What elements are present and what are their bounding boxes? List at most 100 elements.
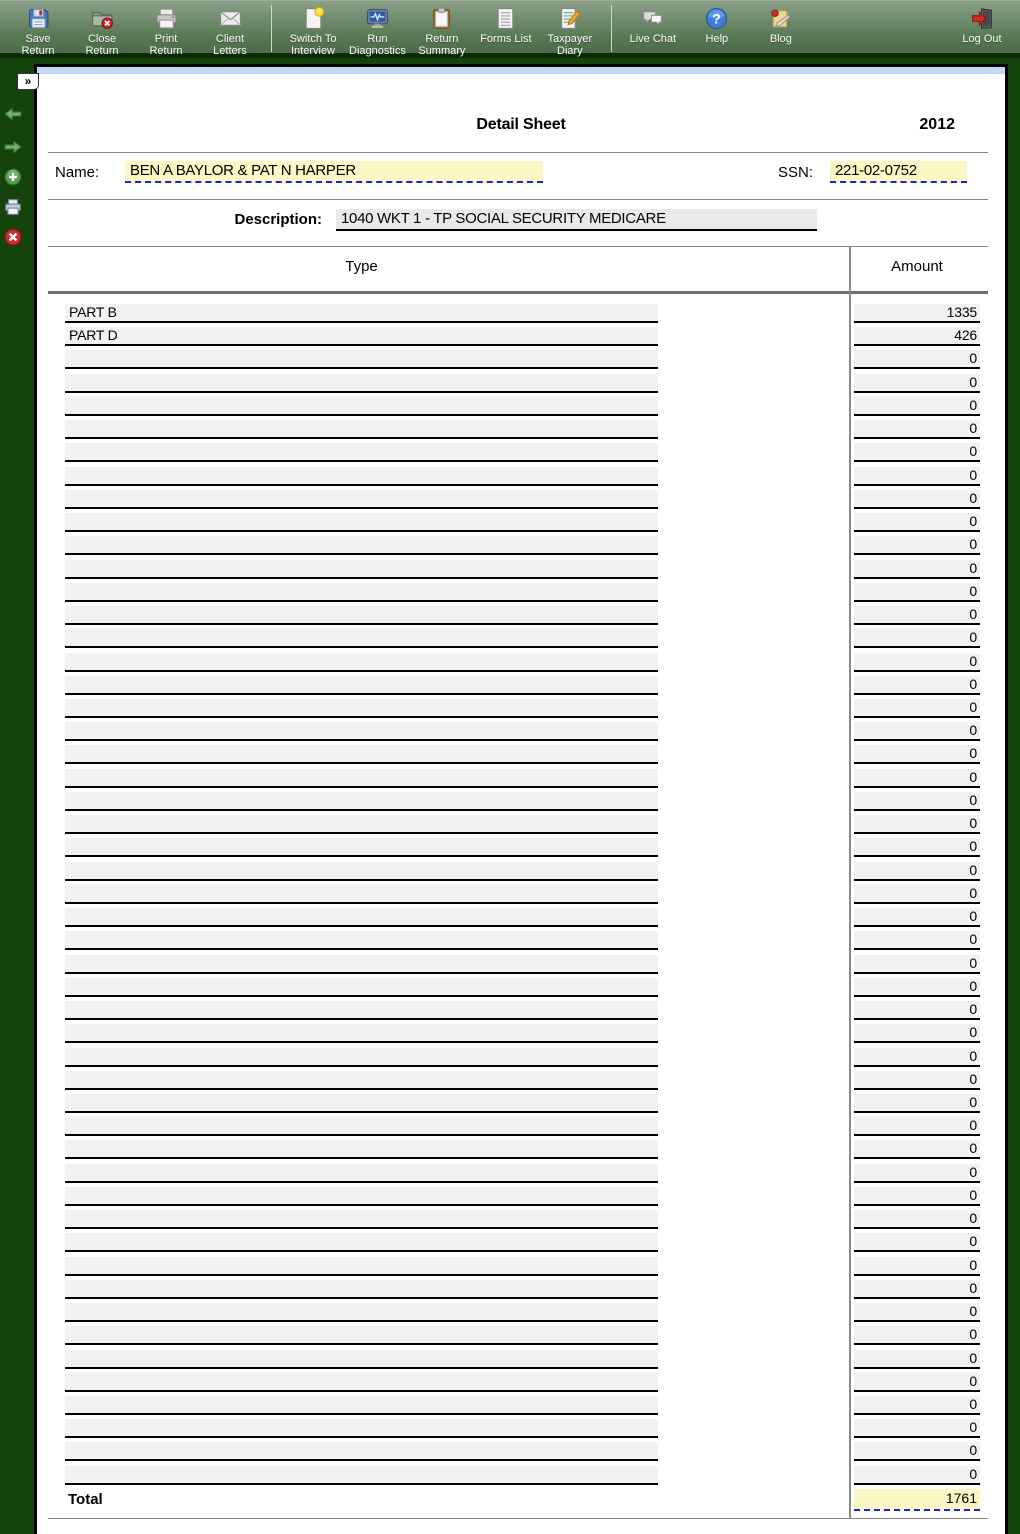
- amount-field[interactable]: 0: [854, 1256, 980, 1276]
- close-icon[interactable]: [4, 228, 22, 246]
- type-field[interactable]: [65, 815, 658, 835]
- amount-field[interactable]: 0: [854, 1279, 980, 1299]
- type-field[interactable]: [65, 1070, 658, 1090]
- type-field[interactable]: [65, 1024, 658, 1044]
- total-amount-field[interactable]: 1761: [854, 1488, 980, 1511]
- amount-field[interactable]: 0: [854, 698, 980, 718]
- amount-field[interactable]: 0: [854, 1070, 980, 1090]
- toolbar-button-taxpayer-diary[interactable]: Taxpayer Diary: [542, 4, 598, 57]
- type-field[interactable]: [65, 977, 658, 997]
- type-field[interactable]: [65, 768, 658, 788]
- amount-field[interactable]: 0: [854, 652, 980, 672]
- amount-field[interactable]: 0: [854, 1210, 980, 1230]
- type-field[interactable]: [65, 1093, 658, 1113]
- type-field[interactable]: [65, 884, 658, 904]
- back-arrow-icon[interactable]: [4, 105, 22, 123]
- amount-field[interactable]: 0: [854, 908, 980, 928]
- forward-arrow-icon[interactable]: [4, 138, 22, 156]
- amount-field[interactable]: 1335: [854, 304, 980, 323]
- type-field[interactable]: [65, 466, 658, 486]
- amount-field[interactable]: 0: [854, 815, 980, 835]
- toolbar-button-live-chat[interactable]: Live Chat: [625, 4, 681, 45]
- type-field[interactable]: [65, 1210, 658, 1230]
- amount-field[interactable]: 0: [854, 466, 980, 486]
- amount-field[interactable]: 0: [854, 559, 980, 579]
- toolbar-button-run-diagnostics[interactable]: Run Diagnostics: [349, 4, 406, 57]
- amount-field[interactable]: 0: [854, 1001, 980, 1021]
- type-field[interactable]: [65, 861, 658, 881]
- ssn-field[interactable]: 221-02-0752: [830, 161, 967, 183]
- type-field[interactable]: [65, 1001, 658, 1021]
- name-field[interactable]: BEN A BAYLOR & PAT N HARPER: [125, 161, 543, 183]
- amount-field[interactable]: 0: [854, 629, 980, 649]
- amount-field[interactable]: 0: [854, 1233, 980, 1253]
- toolbar-button-return-summary[interactable]: Return Summary: [414, 4, 470, 57]
- amount-field[interactable]: 0: [854, 1419, 980, 1439]
- type-field[interactable]: [65, 489, 658, 509]
- toolbar-button-forms-list[interactable]: Forms List: [478, 4, 534, 45]
- type-field[interactable]: [65, 838, 658, 858]
- type-field[interactable]: PART B: [65, 304, 658, 323]
- type-field[interactable]: [65, 1465, 658, 1485]
- amount-field[interactable]: 0: [854, 396, 980, 416]
- amount-field[interactable]: 0: [854, 350, 980, 370]
- toolbar-button-client-letters[interactable]: Client Letters: [202, 4, 258, 57]
- description-field[interactable]: 1040 WKT 1 - TP SOCIAL SECURITY MEDICARE: [336, 209, 817, 231]
- amount-field[interactable]: 0: [854, 1024, 980, 1044]
- type-field[interactable]: [65, 1349, 658, 1369]
- type-field[interactable]: [65, 954, 658, 974]
- type-field[interactable]: [65, 652, 658, 672]
- amount-field[interactable]: 0: [854, 489, 980, 509]
- amount-field[interactable]: 0: [854, 1093, 980, 1113]
- type-field[interactable]: [65, 908, 658, 928]
- amount-field[interactable]: 0: [854, 1186, 980, 1206]
- toolbar-button-switch-to-interview[interactable]: Switch To Interview: [285, 4, 341, 57]
- type-field[interactable]: [65, 629, 658, 649]
- amount-field[interactable]: 0: [854, 1303, 980, 1323]
- amount-field[interactable]: 0: [854, 1372, 980, 1392]
- type-field[interactable]: [65, 559, 658, 579]
- amount-field[interactable]: 0: [854, 977, 980, 997]
- type-field[interactable]: [65, 443, 658, 463]
- toolbar-button-blog[interactable]: Blog: [753, 4, 809, 45]
- type-field[interactable]: [65, 1047, 658, 1067]
- toolbar-button-save-return[interactable]: Save Return: [10, 4, 66, 57]
- toolbar-button-log-out[interactable]: Log Out: [954, 4, 1010, 45]
- type-field[interactable]: [65, 698, 658, 718]
- type-field[interactable]: [65, 513, 658, 533]
- type-field[interactable]: [65, 675, 658, 695]
- amount-field[interactable]: 0: [854, 582, 980, 602]
- type-field[interactable]: [65, 350, 658, 370]
- print-icon[interactable]: [4, 198, 22, 216]
- toolbar-button-help[interactable]: ? Help: [689, 4, 745, 45]
- type-field[interactable]: [65, 722, 658, 742]
- toolbar-button-close-return[interactable]: Close Return: [74, 4, 130, 57]
- amount-field[interactable]: 0: [854, 1140, 980, 1160]
- type-field[interactable]: [65, 745, 658, 765]
- amount-field[interactable]: 0: [854, 722, 980, 742]
- amount-field[interactable]: 0: [854, 954, 980, 974]
- amount-field[interactable]: 0: [854, 884, 980, 904]
- type-field[interactable]: [65, 1442, 658, 1462]
- toolbar-button-print-return[interactable]: Print Return: [138, 4, 194, 57]
- type-field[interactable]: [65, 1279, 658, 1299]
- type-field[interactable]: [65, 791, 658, 811]
- amount-field[interactable]: 0: [854, 420, 980, 440]
- amount-field[interactable]: 0: [854, 675, 980, 695]
- amount-field[interactable]: 0: [854, 1465, 980, 1485]
- amount-field[interactable]: 0: [854, 373, 980, 393]
- type-field[interactable]: PART D: [65, 327, 658, 347]
- type-field[interactable]: [65, 1419, 658, 1439]
- type-field[interactable]: [65, 582, 658, 602]
- type-field[interactable]: [65, 1326, 658, 1346]
- amount-field[interactable]: 0: [854, 1163, 980, 1183]
- type-field[interactable]: [65, 1186, 658, 1206]
- type-field[interactable]: [65, 420, 658, 440]
- type-field[interactable]: [65, 931, 658, 951]
- amount-field[interactable]: 0: [854, 1326, 980, 1346]
- type-field[interactable]: [65, 1233, 658, 1253]
- type-field[interactable]: [65, 606, 658, 626]
- amount-field[interactable]: 0: [854, 536, 980, 556]
- amount-field[interactable]: 0: [854, 513, 980, 533]
- amount-field[interactable]: 0: [854, 745, 980, 765]
